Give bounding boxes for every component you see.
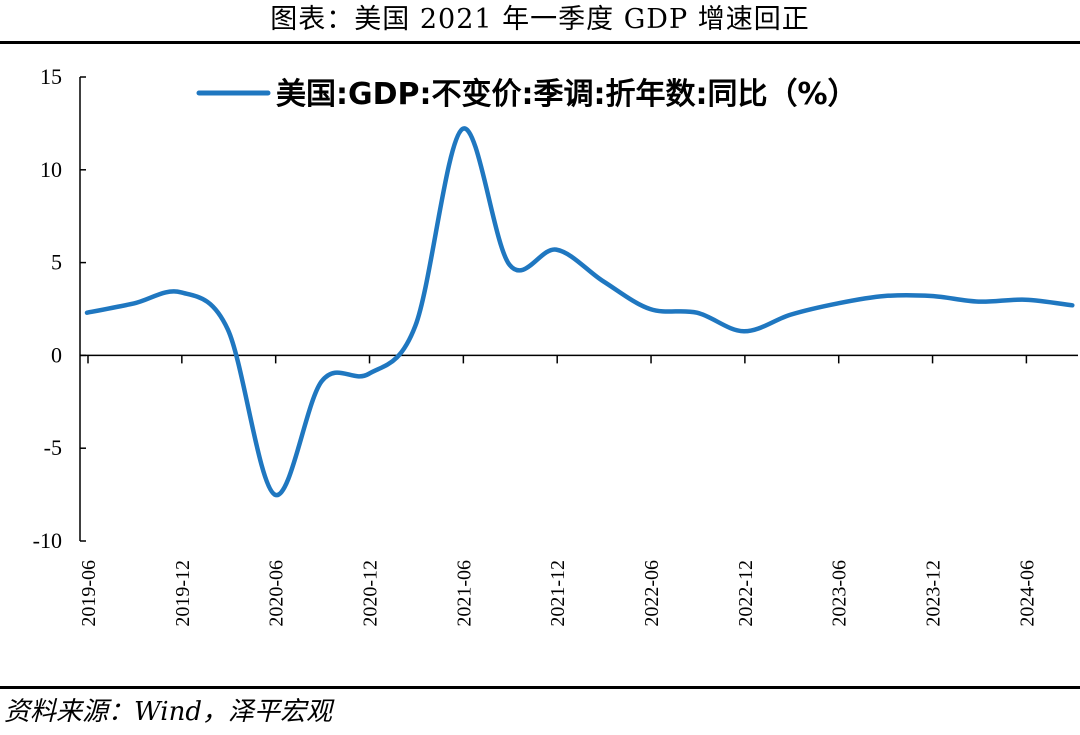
source-note: 资料来源：Wind，泽平宏观 [4,697,332,727]
x-tick-label: 2021-06 [453,560,475,627]
x-tick-label: 2020-06 [266,560,288,627]
x-tick-label: 2020-12 [360,560,382,627]
x-tick-label: 2023-06 [829,560,851,627]
series-line [84,126,1075,497]
x-tick-label: 2019-12 [172,560,194,627]
x-tick-label: 2022-12 [735,560,757,627]
chart-axes [79,77,1078,541]
x-tick-label: 2019-06 [78,560,100,627]
y-tick-label: 0 [51,342,62,367]
legend-label: 美国:GDP:不变价:季调:折年数:同比（%） [276,77,858,112]
y-axis-ticks: 15 10 5 0 -5 -10 [33,64,86,553]
x-tick-label: 2022-06 [641,560,663,627]
x-tick-label: 2021-12 [547,560,569,627]
y-tick-label: -10 [33,528,62,553]
y-tick-label: 10 [40,157,62,182]
x-tick-label: 2024-06 [1016,560,1038,627]
y-tick-label: -5 [44,435,62,460]
y-tick-label: 5 [51,250,62,275]
x-tick-label: 2023-12 [923,560,945,627]
series-layer [84,126,1075,497]
page-title: 图表：美国 2021 年一季度 GDP 增速回正 [270,4,810,35]
chart-legend: 美国:GDP:不变价:季调:折年数:同比（%） [196,77,858,112]
x-axis-ticks: 2019-06 2019-12 2020-06 2020-12 2021-06 2021-… [78,355,1038,627]
gdp-line-chart: 15 10 5 0 -5 -10 2019-06 2019-12 2020-06 2020-12… [33,64,1078,627]
source-divider [0,686,1080,689]
title-divider [0,41,1080,44]
y-tick-label: 15 [40,64,62,89]
